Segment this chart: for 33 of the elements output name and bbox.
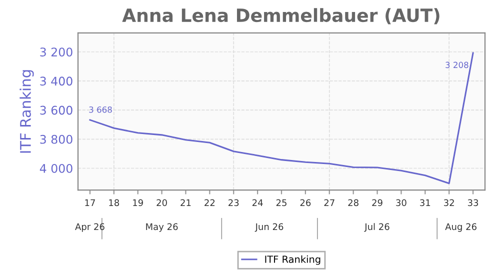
text: Jun 26 xyxy=(254,223,284,232)
x-tick-label: 29 xyxy=(372,199,382,206)
y-tick-label: 3 400 xyxy=(40,76,72,86)
data-label: 3 668 xyxy=(89,106,112,113)
x-tick-label: 28 xyxy=(348,199,358,206)
line-series xyxy=(89,52,474,184)
x-tick-label: 19 xyxy=(133,199,143,206)
x-tick-label: 18 xyxy=(109,199,120,206)
x-tick-label: 31 xyxy=(420,199,430,206)
x-tick-label: 20 xyxy=(156,199,167,206)
y-axis-title: ITF Ranking xyxy=(20,70,34,153)
x-tick-label: 32 xyxy=(444,199,454,206)
x-tick-label: 26 xyxy=(300,199,311,206)
text: Jul 26 xyxy=(364,223,390,232)
text: Apr 26 xyxy=(75,223,104,232)
y-tick-label: 3 600 xyxy=(40,106,72,115)
x-tick-label: 25 xyxy=(276,199,286,206)
x-tick-label: 24 xyxy=(252,199,263,206)
x-tick-label: 23 xyxy=(228,199,239,206)
data-label: 3 208 xyxy=(446,62,468,68)
y-tick-label: 3 200 xyxy=(40,48,72,57)
x-tick-label: 27 xyxy=(324,199,334,206)
legend-label: ITF Ranking xyxy=(265,255,320,265)
text: Aug 26 xyxy=(445,223,476,232)
x-tick-label: 30 xyxy=(396,199,406,206)
chart-title: Anna Lena Demmelbauer (AUT) xyxy=(122,8,440,24)
x-tick-label: 22 xyxy=(204,199,215,206)
y-tick-label: 3 800 xyxy=(40,134,72,144)
y-tick-label: 4 000 xyxy=(40,164,72,173)
text: May 26 xyxy=(146,223,178,232)
x-tick-label: 21 xyxy=(180,199,191,206)
x-tick-label: 33 xyxy=(468,199,478,206)
x-tick-label: 17 xyxy=(85,199,95,206)
